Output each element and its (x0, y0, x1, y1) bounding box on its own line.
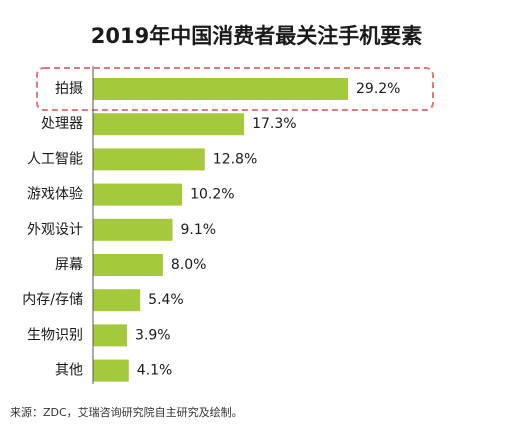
category-label: 游戏体验 (27, 187, 83, 203)
bar (93, 359, 129, 382)
value-label: 3.9% (135, 327, 171, 343)
category-label: 人工智能 (27, 151, 83, 167)
value-label: 17.3% (252, 116, 296, 132)
value-label: 10.2% (190, 187, 234, 203)
value-label: 8.0% (171, 257, 207, 273)
bar (93, 218, 173, 241)
category-label: 生物识别 (27, 327, 83, 343)
bar (93, 78, 349, 100)
value-label: 12.8% (213, 151, 257, 167)
value-label: 9.1% (180, 222, 216, 238)
category-label: 内存/存储 (22, 292, 83, 308)
bar (93, 289, 141, 312)
bar (93, 254, 163, 276)
bar (93, 324, 128, 347)
bar (93, 148, 205, 171)
category-label: 屏幕 (55, 257, 83, 273)
value-label: 5.4% (148, 292, 184, 308)
highlight-box (36, 67, 434, 111)
category-label: 处理器 (41, 116, 83, 132)
bar (93, 113, 245, 136)
chart-title: 2019年中国消费者最关注手机要素 (90, 24, 423, 48)
bar (93, 183, 183, 206)
source-note: 来源：ZDC，艾瑞咨询研究院自主研究及绘制。 (10, 406, 243, 419)
value-label: 29.2% (356, 81, 400, 97)
value-label: 4.1% (137, 363, 173, 379)
category-label: 拍摄 (55, 81, 83, 97)
category-label: 外观设计 (27, 222, 83, 238)
category-label: 其他 (55, 363, 83, 379)
